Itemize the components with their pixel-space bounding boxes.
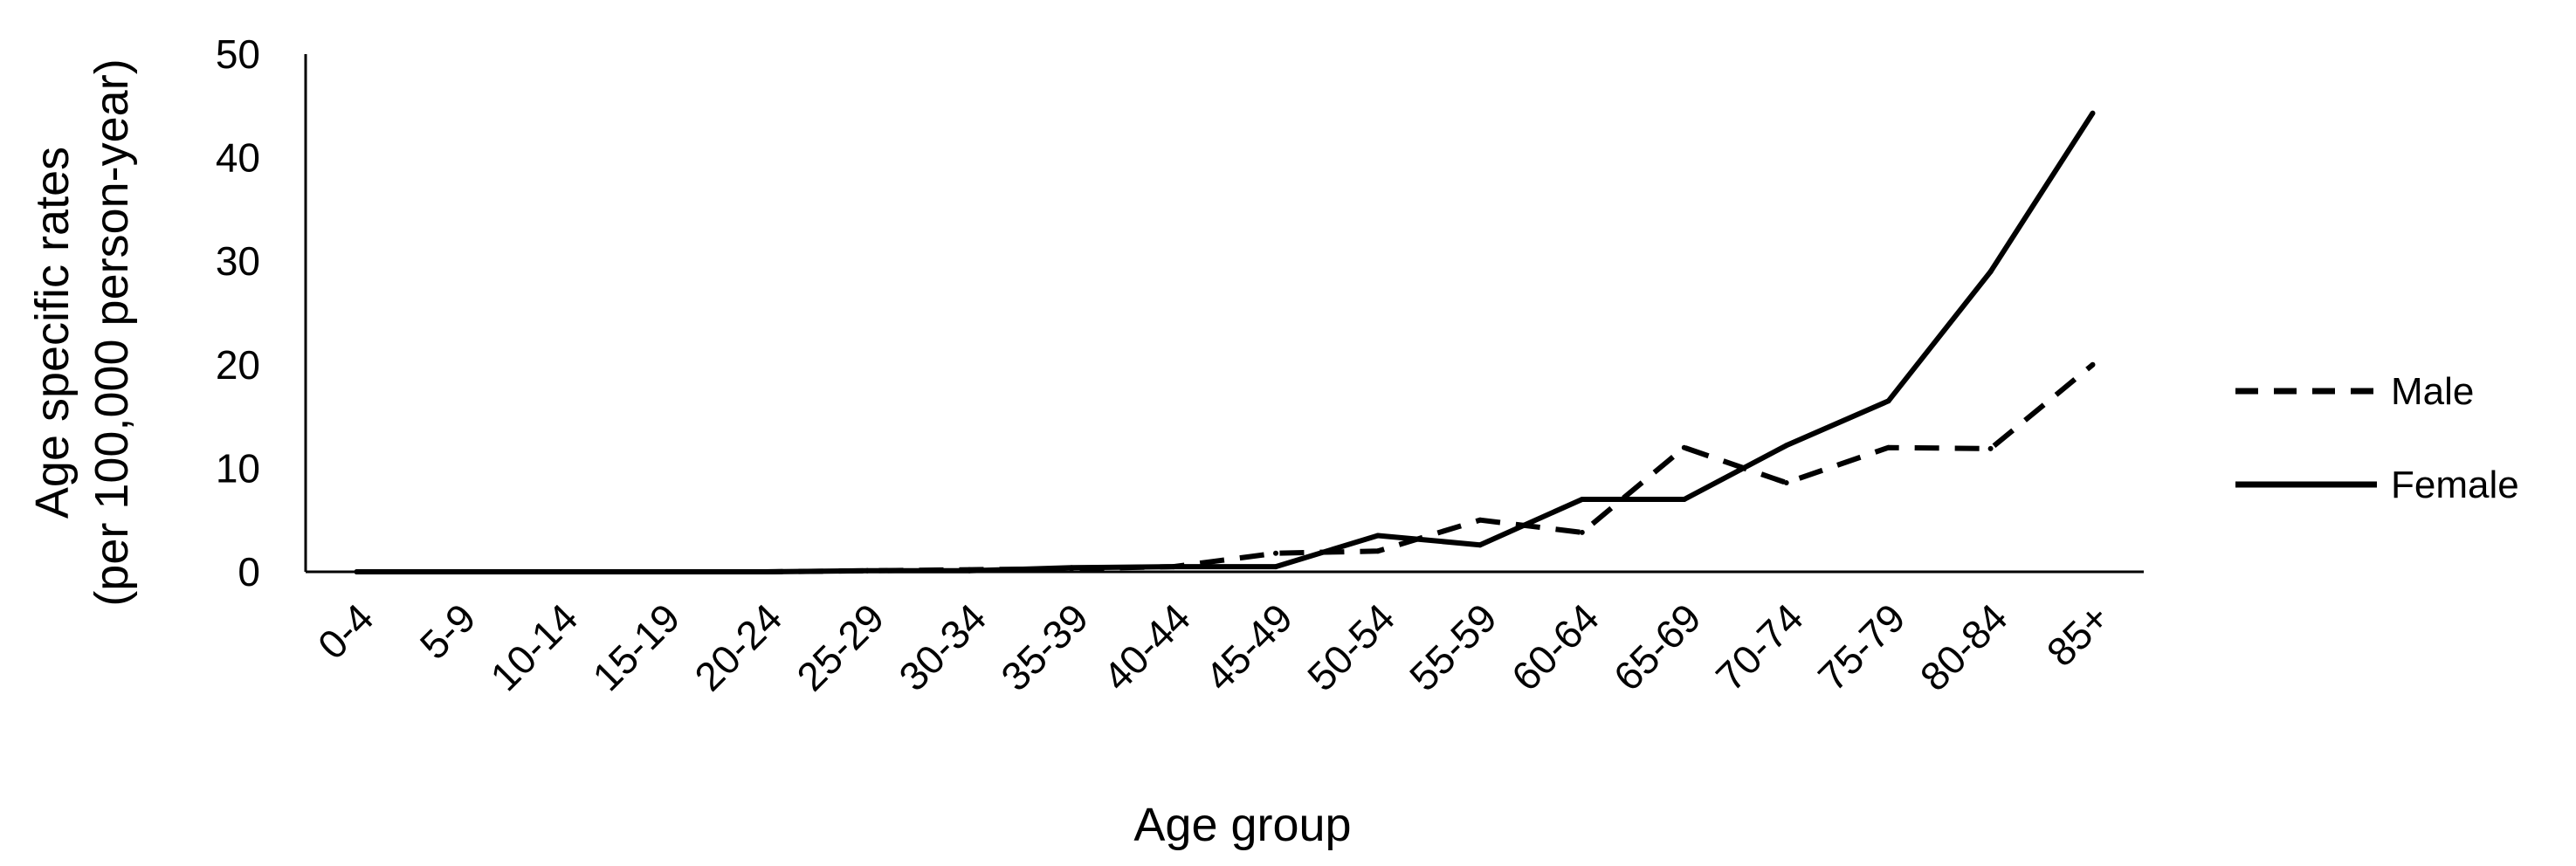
data-point-female: [1069, 565, 1075, 571]
x-tick-label: 35-39: [992, 595, 1097, 699]
data-point-male: [1579, 529, 1585, 535]
x-tick-label: 25-29: [788, 595, 892, 699]
x-tick-label: 75-79: [1809, 595, 1914, 699]
x-tick-label: 45-49: [1196, 595, 1301, 699]
x-tick-label: 50-54: [1298, 595, 1403, 699]
x-tick-label: 65-69: [1605, 595, 1710, 699]
data-point-female: [1681, 497, 1687, 502]
x-tick-label: 80-84: [1911, 595, 2016, 699]
data-point-male: [1885, 444, 1891, 450]
data-point-male: [1783, 480, 1789, 485]
x-tick-label: 10-14: [481, 595, 586, 699]
data-point-male: [1987, 445, 1994, 451]
y-tick-label: 50: [216, 31, 260, 77]
x-tick-label: 0-4: [309, 595, 382, 668]
legend: Male Female: [2235, 370, 2519, 506]
y-axis-ticks: 0 10 20 30 40 50: [216, 31, 260, 595]
y-axis-title-line-1: Age specific rates: [26, 147, 79, 519]
data-point-male: [2090, 361, 2096, 368]
data-point-female: [1171, 564, 1176, 570]
y-tick-label: 10: [216, 445, 260, 491]
x-tick-label: 55-59: [1401, 595, 1505, 699]
legend-male-label: Male: [2391, 370, 2474, 413]
x-tick-label: 5-9: [411, 595, 485, 668]
legend-female-label: Female: [2391, 464, 2519, 506]
data-point-female: [2090, 110, 2096, 116]
data-point-female: [1885, 398, 1891, 404]
x-tick-label: 40-44: [1094, 595, 1199, 699]
x-axis-tick-labels: 0-4 5-910-1415-1920-2425-2930-3435-3940-4…: [309, 595, 2118, 699]
x-tick-label: 70-74: [1707, 595, 1812, 699]
y-tick-label: 20: [216, 342, 260, 388]
series-layer: [354, 110, 2096, 574]
data-point-male: [1273, 550, 1278, 556]
data-point-female: [1783, 443, 1789, 449]
data-point-male: [1477, 517, 1483, 523]
data-point-female: [1273, 564, 1278, 570]
y-tick-label: 40: [216, 135, 260, 181]
x-tick-label: 85+: [2038, 595, 2118, 675]
series-line-male: [356, 362, 2095, 574]
series-line-female: [356, 111, 2096, 574]
x-tick-label: 20-24: [685, 595, 790, 699]
x-tick-label: 30-34: [890, 595, 995, 699]
data-point-male: [1681, 444, 1687, 450]
y-tick-label: 30: [216, 238, 260, 284]
data-point-female: [1477, 542, 1483, 548]
data-point-female: [1374, 533, 1381, 539]
y-tick-label: 0: [238, 549, 260, 595]
x-axis-title: Age group: [1133, 799, 1351, 851]
x-tick-label: 60-64: [1503, 595, 1608, 699]
data-point-female: [1987, 269, 1994, 275]
data-point-male: [1374, 548, 1381, 554]
x-tick-label: 15-19: [583, 595, 688, 699]
data-point-female: [1579, 497, 1585, 502]
y-axis-title-line-2: (per 100,000 person-year): [86, 58, 138, 606]
